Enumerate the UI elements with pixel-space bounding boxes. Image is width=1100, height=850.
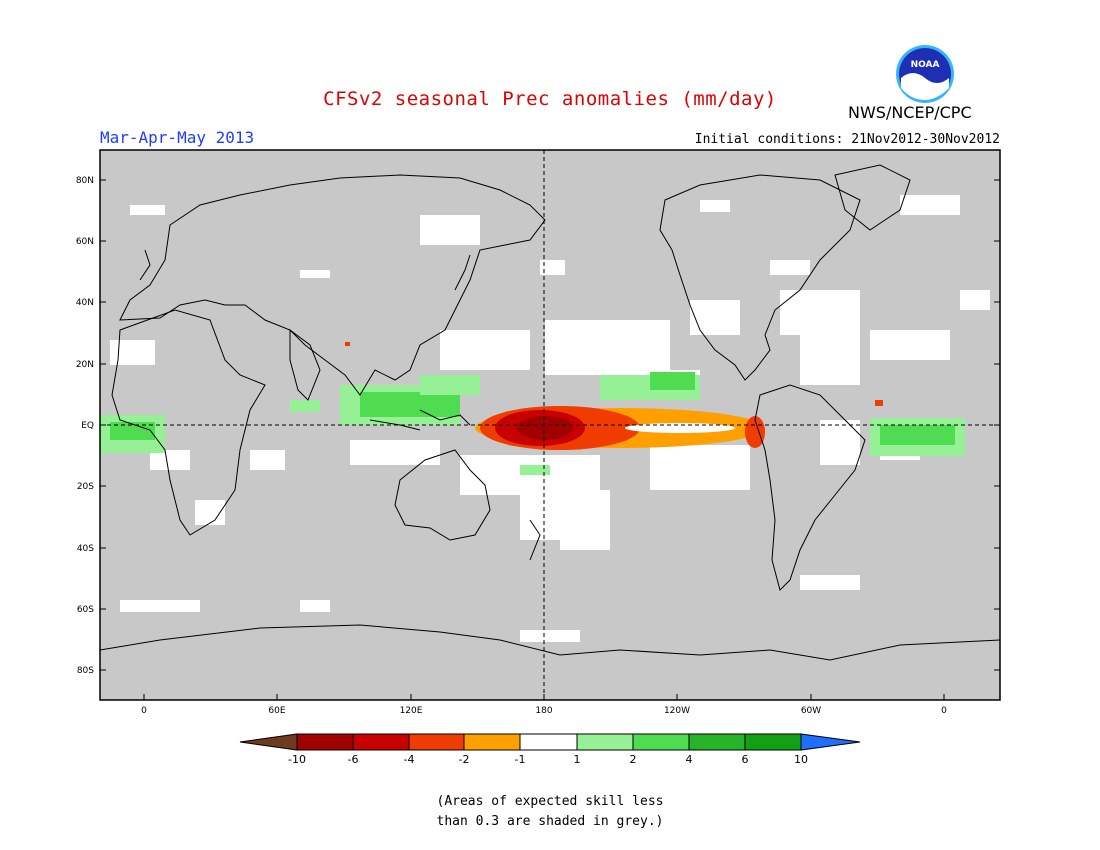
lat-axis: 80N 60N 40N 20N EQ 20S 40S 60S 80S xyxy=(76,176,1000,676)
skill-note-line2: than 0.3 are shaded in grey.) xyxy=(436,814,664,829)
colorbar-tick-label: -6 xyxy=(348,753,359,766)
colorbar-cell-5 xyxy=(519,733,578,751)
anomaly-negative-tongue xyxy=(345,342,883,450)
agency-label: NWS/NCEP/CPC xyxy=(848,103,972,122)
lat-label-20n: 20N xyxy=(76,360,94,370)
lat-label-40n: 40N xyxy=(76,298,94,308)
colorbar-cell-1 xyxy=(296,733,354,751)
colorbar-cell-0 xyxy=(239,733,298,751)
lon-label-60e: 60E xyxy=(268,706,285,716)
lon-label-0: 0 xyxy=(141,706,147,716)
skill-note-line1: (Areas of expected skill less xyxy=(436,794,664,809)
lon-label-120e: 120E xyxy=(400,706,423,716)
colorbar-cell-9 xyxy=(744,733,802,751)
colorbar-cell-8 xyxy=(688,733,746,751)
lat-label-60n: 60N xyxy=(76,237,94,247)
colorbar-tick-label: 4 xyxy=(686,753,693,766)
colorbar xyxy=(239,733,861,751)
colorbar-labels: -10 -6 -4 -2 -1 1 2 4 6 10 xyxy=(288,753,808,766)
chart-title: CFSv2 seasonal Prec anomalies (mm/day) xyxy=(323,88,777,110)
colorbar-tick-label: 6 xyxy=(742,753,749,766)
skill-note: (Areas of expected skill less than 0.3 a… xyxy=(0,792,1100,832)
lon-label-60w: 60W xyxy=(801,706,821,716)
lat-label-eq: EQ xyxy=(81,421,94,431)
lon-label-180: 180 xyxy=(535,706,552,716)
lon-axis: 0 60E 120E 180 120W 60W 0 xyxy=(141,694,947,716)
colorbar-tick-label: -4 xyxy=(404,753,415,766)
colorbar-cell-4 xyxy=(463,733,521,751)
colorbar-tick-label: -10 xyxy=(288,753,306,766)
lat-label-80s: 80S xyxy=(77,666,94,676)
colorbar-tick-label: -1 xyxy=(515,753,526,766)
lat-label-40s: 40S xyxy=(77,544,94,554)
noaa-logo: NOAA xyxy=(895,44,955,104)
lat-label-80n: 80N xyxy=(76,176,94,186)
anomaly-green-patches xyxy=(100,372,965,475)
lon-label-120w: 120W xyxy=(664,706,690,716)
colorbar-tick-label: 1 xyxy=(574,753,581,766)
initial-conditions-label: Initial conditions: 21Nov2012-30Nov2012 xyxy=(694,132,1000,147)
logo-text: NOAA xyxy=(911,60,940,70)
lon-label-0-east: 0 xyxy=(941,706,947,716)
colorbar-tick-label: -2 xyxy=(459,753,470,766)
colorbar-tick-label: 2 xyxy=(630,753,637,766)
colorbar-cell-7 xyxy=(632,733,690,751)
colorbar-cell-2 xyxy=(352,733,410,751)
lat-label-60s: 60S xyxy=(77,605,94,615)
colorbar-tick-label: 10 xyxy=(794,753,808,766)
colorbar-cell-3 xyxy=(408,733,465,751)
season-label: Mar-Apr-May 2013 xyxy=(100,128,255,147)
map-area xyxy=(99,149,1001,701)
colorbar-cell-6 xyxy=(576,733,634,751)
coastlines xyxy=(99,164,1001,661)
colorbar-cell-10 xyxy=(800,733,861,751)
lat-label-20s: 20S xyxy=(77,482,94,492)
